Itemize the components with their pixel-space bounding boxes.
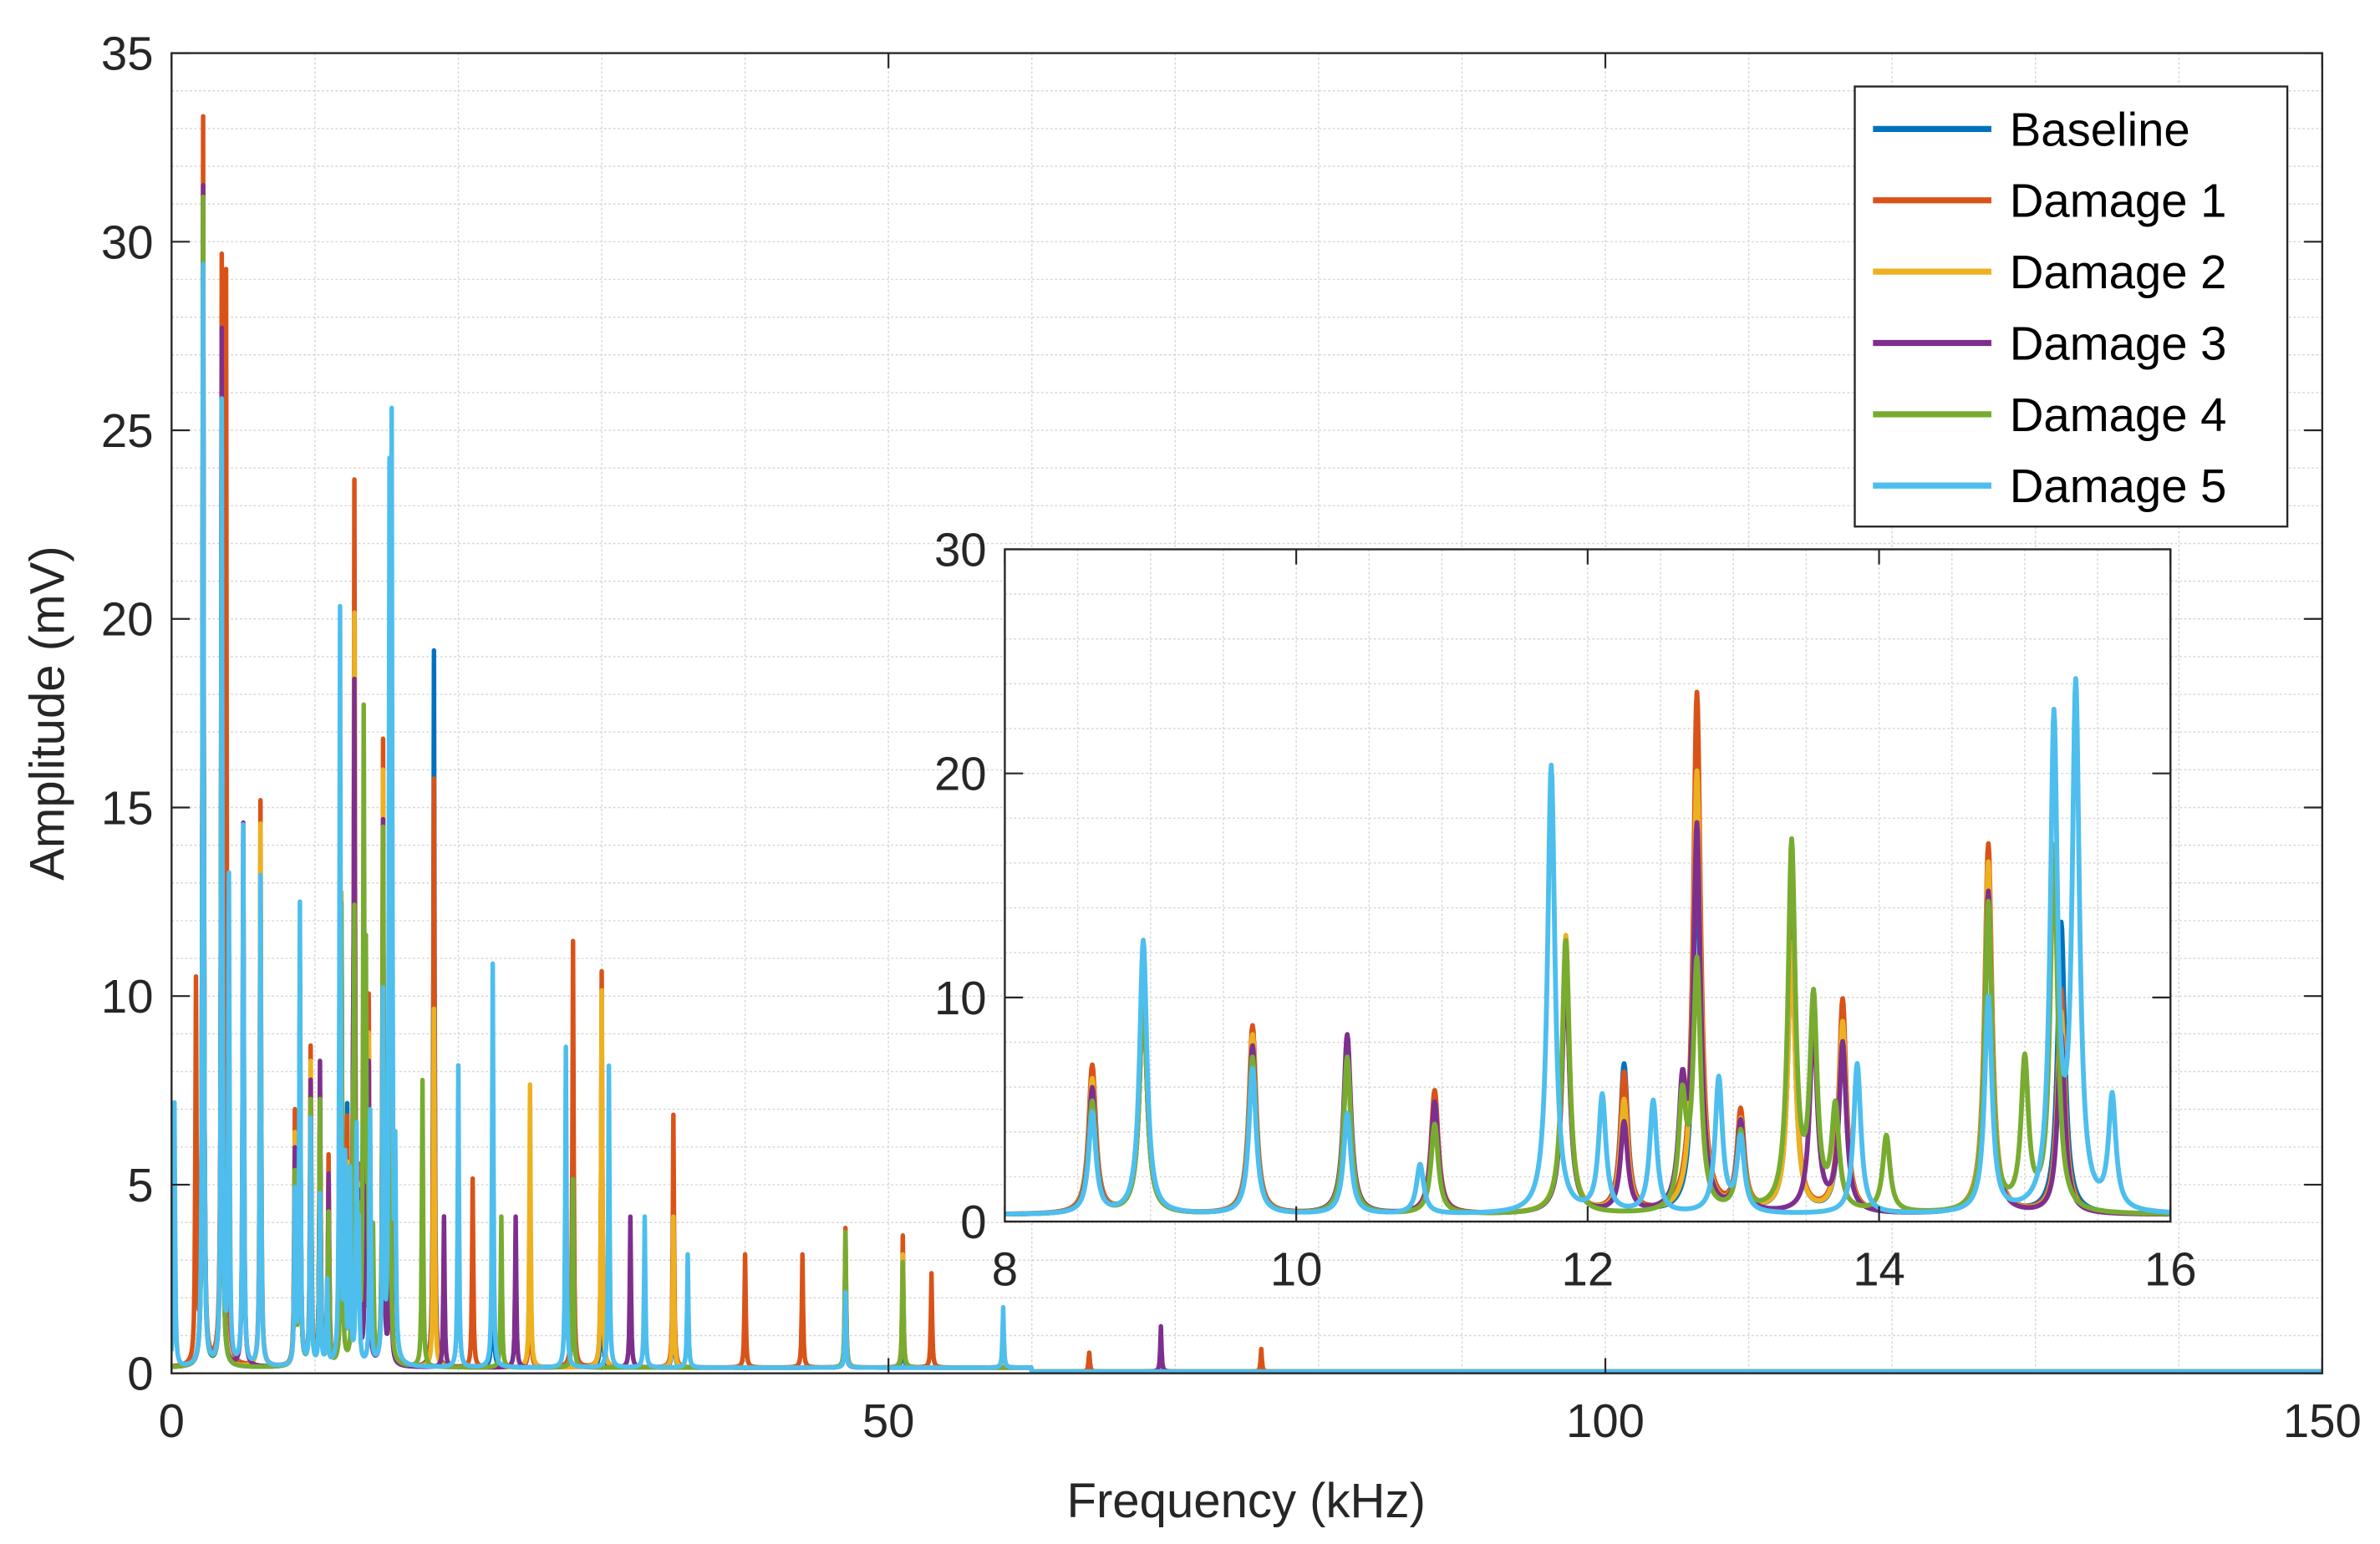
- main-y-tick-label: 35: [101, 28, 154, 80]
- inset-y-tick-label: 20: [934, 748, 987, 800]
- legend: Baseline Damage 1 Damage 2 Damage 3 Damage 4…: [1854, 85, 2289, 528]
- inset-x-tick-label: 12: [1562, 1242, 1615, 1295]
- legend-label: Damage 3: [2010, 317, 2227, 369]
- inset-grid: [1004, 548, 2172, 1222]
- inset-y-tick-label: 30: [934, 523, 987, 576]
- main-series-lines: [171, 114, 2322, 1374]
- y-axis-label: Amplitude (mV): [20, 546, 74, 880]
- inset-y-tick-label: 10: [934, 972, 987, 1024]
- inset-x-tick-label: 10: [1270, 1242, 1323, 1295]
- x-axis-label: Frequency (kHz): [1066, 1474, 1425, 1528]
- main-y-tick-label: 20: [101, 593, 154, 646]
- inset-ticks: 8 10 12 14 16 0 10 20 30: [934, 523, 2197, 1295]
- legend-label: Damage 4: [2010, 389, 2227, 441]
- main-x-tick-label: 100: [1566, 1394, 1645, 1447]
- main-x-tick-label: 150: [2283, 1394, 2362, 1447]
- inset-line-damage-5: [1004, 676, 2171, 1216]
- legend-box: [1854, 85, 2289, 528]
- main-y-tick-label: 25: [101, 404, 154, 457]
- legend-label: Damage 2: [2010, 246, 2227, 298]
- inset-y-tick-label: 0: [960, 1196, 986, 1248]
- main-x-tick-label: 50: [862, 1394, 915, 1447]
- inset-series-lines: [1004, 676, 2171, 1217]
- legend-label: Damage 1: [2010, 175, 2227, 227]
- main-line-damage-5: [171, 262, 2322, 1374]
- main-y-tick-label: 0: [127, 1348, 153, 1400]
- inset-plot: 8 10 12 14 16 0 10 20 30: [934, 523, 2197, 1295]
- main-y-tick-label: 10: [101, 970, 154, 1023]
- main-y-tick-label: 15: [101, 781, 154, 834]
- main-x-tick-label: 0: [159, 1394, 185, 1447]
- inset-x-tick-label: 8: [992, 1242, 1018, 1295]
- main-y-tick-label: 30: [101, 216, 154, 268]
- legend-label: Baseline: [2010, 103, 2190, 155]
- main-axes-box: [170, 52, 2324, 1374]
- inset-x-tick-label: 14: [1853, 1242, 1905, 1295]
- legend-label: Damage 5: [2010, 460, 2227, 512]
- main-y-tick-label: 5: [127, 1159, 153, 1211]
- inset-x-tick-label: 16: [2144, 1242, 2197, 1295]
